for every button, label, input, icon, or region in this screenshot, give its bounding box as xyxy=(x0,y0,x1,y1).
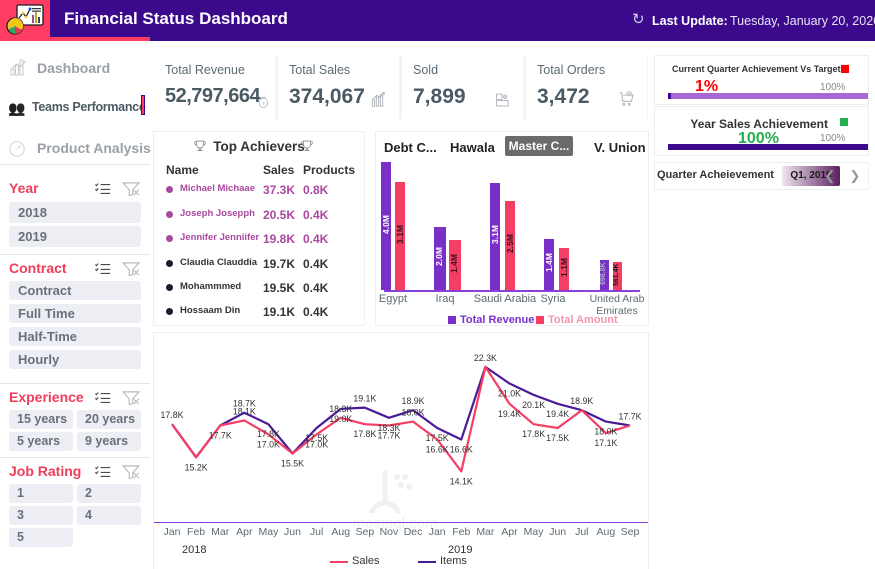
svg-text:18.7K: 18.7K xyxy=(233,399,256,409)
svg-text:19.0K: 19.0K xyxy=(329,414,352,424)
svg-text:17.0K: 17.0K xyxy=(257,439,280,449)
svg-text:17.5K: 17.5K xyxy=(305,433,328,443)
svg-text:17.7K: 17.7K xyxy=(209,430,232,440)
svg-text:18.3K: 18.3K xyxy=(329,404,352,414)
svg-text:17.8K: 17.8K xyxy=(161,410,184,420)
svg-text:19.1K: 19.1K xyxy=(353,394,376,404)
svg-text:19.4K: 19.4K xyxy=(546,409,569,419)
svg-text:17.5K: 17.5K xyxy=(426,433,449,443)
svg-text:18.9K: 18.9K xyxy=(402,396,425,406)
svg-text:17.8K: 17.8K xyxy=(257,429,280,439)
svg-text:17.8K: 17.8K xyxy=(522,429,545,439)
svg-text:16.6K: 16.6K xyxy=(450,444,473,454)
svg-text:20.1K: 20.1K xyxy=(522,400,545,410)
svg-text:$: $ xyxy=(263,101,265,105)
svg-text:17.7K: 17.7K xyxy=(619,411,642,421)
svg-text:18.0K: 18.0K xyxy=(402,408,425,418)
svg-text:15.2K: 15.2K xyxy=(185,462,208,472)
svg-text:22.3K: 22.3K xyxy=(474,353,497,363)
svg-text:18.0K: 18.0K xyxy=(594,427,617,437)
svg-text:17.5K: 17.5K xyxy=(546,433,569,443)
svg-text:15.5K: 15.5K xyxy=(281,458,304,468)
svg-text:17.8K: 17.8K xyxy=(353,429,376,439)
svg-text:17.1K: 17.1K xyxy=(594,438,617,448)
svg-text:18.9K: 18.9K xyxy=(570,396,593,406)
svg-text:21.0K: 21.0K xyxy=(498,388,521,398)
svg-text:16.6K: 16.6K xyxy=(426,444,449,454)
svg-text:18.3K: 18.3K xyxy=(377,423,400,433)
svg-text:19.4K: 19.4K xyxy=(498,409,521,419)
